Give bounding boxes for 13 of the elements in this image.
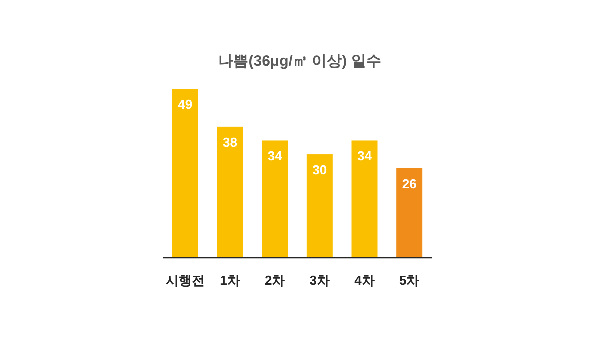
data-label: 34 [268,148,284,164]
data-label: 38 [223,134,238,150]
data-label: 30 [312,162,328,178]
chart-title: 나쁨(36μg/㎥ 이상) 일수 [218,53,382,70]
x-tick-label: 시행전 [166,273,205,288]
x-tick-label: 3차 [310,273,330,288]
x-tick-label: 5차 [399,273,420,288]
data-label: 49 [178,97,193,112]
x-tick-label: 4차 [354,273,375,288]
data-label: 34 [358,148,373,164]
x-tick-label: 2차 [264,273,286,288]
x-tick-label: 1차 [220,273,240,288]
data-label: 26 [402,176,417,192]
